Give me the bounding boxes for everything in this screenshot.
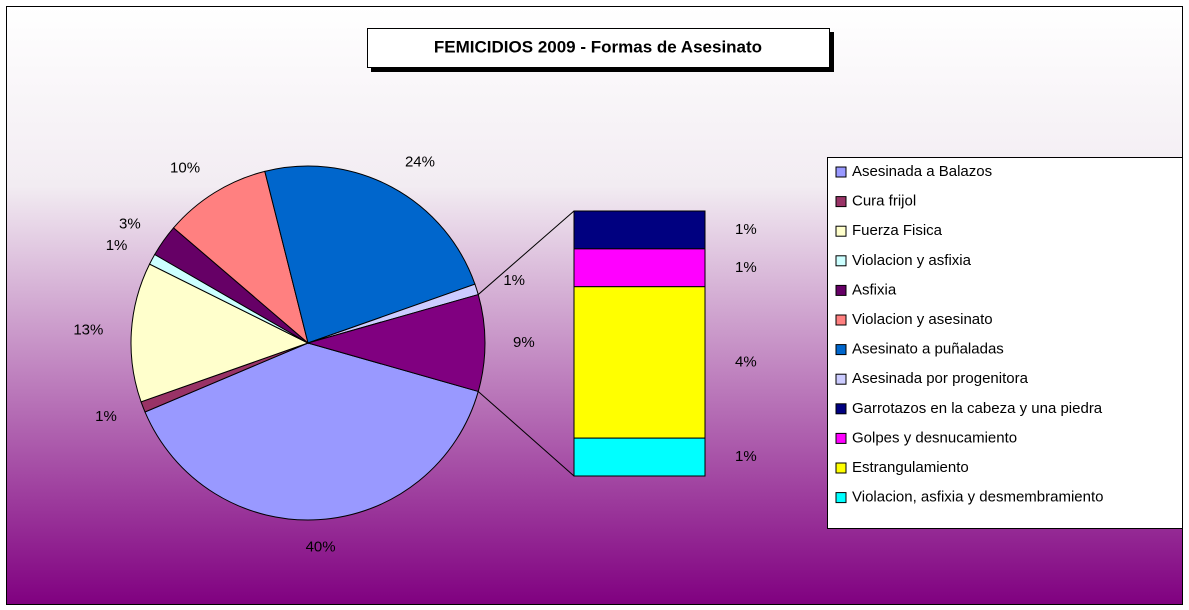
legend-box bbox=[827, 157, 1183, 529]
legend-label: Estrangulamiento bbox=[852, 459, 969, 476]
chart-title: FEMICIDIOS 2009 - Formas de Asesinato bbox=[434, 37, 762, 56]
legend-label: Garrotazos en la cabeza y una piedra bbox=[852, 400, 1103, 417]
data-label: 1% bbox=[735, 221, 757, 238]
legend-swatch bbox=[835, 492, 847, 504]
pie-slice bbox=[172, 170, 309, 345]
bar-segment bbox=[573, 286, 706, 439]
legend-swatch bbox=[835, 196, 847, 208]
connector-line bbox=[477, 210, 575, 295]
legend-swatch bbox=[835, 344, 847, 356]
data-label: 1% bbox=[95, 408, 117, 425]
pie-slice bbox=[130, 263, 310, 403]
data-label: 10% bbox=[170, 160, 200, 177]
data-label: 13% bbox=[73, 321, 103, 338]
data-label: 9% bbox=[513, 334, 535, 351]
legend-label: Asesinato a puñaladas bbox=[852, 341, 1004, 358]
pie-slice bbox=[306, 293, 486, 393]
data-label: 40% bbox=[306, 539, 336, 556]
legend-label: Asesinada a Balazos bbox=[852, 163, 992, 180]
bar-segment bbox=[573, 437, 706, 477]
legend-label: Violacion y asfixia bbox=[852, 252, 972, 269]
legend-swatch bbox=[835, 462, 847, 474]
pie-slice bbox=[264, 165, 476, 344]
bar-segment bbox=[573, 210, 706, 250]
connector-line bbox=[477, 391, 575, 477]
legend-label: Asesinada por progenitora bbox=[852, 370, 1029, 387]
title-box bbox=[367, 28, 830, 68]
data-label: 24% bbox=[405, 153, 435, 170]
bar-segment bbox=[573, 248, 706, 288]
legend-label: Violacion, asfixia y desmembramiento bbox=[852, 489, 1104, 506]
legend-label: Golpes y desnucamiento bbox=[852, 429, 1017, 446]
data-label: 1% bbox=[106, 237, 128, 254]
legend-label: Violacion y asesinato bbox=[852, 311, 993, 328]
legend-swatch bbox=[835, 166, 847, 178]
data-label: 1% bbox=[735, 448, 757, 465]
data-label: 1% bbox=[735, 259, 757, 276]
legend-swatch bbox=[835, 403, 847, 415]
legend-swatch bbox=[835, 373, 847, 385]
data-label: 3% bbox=[119, 216, 141, 233]
legend-label: Fuerza Fisica bbox=[852, 222, 943, 239]
legend-swatch bbox=[835, 225, 847, 237]
data-label: 1% bbox=[503, 272, 525, 289]
legend-swatch bbox=[835, 255, 847, 267]
legend-label: Asfixia bbox=[852, 281, 897, 298]
legend-swatch bbox=[835, 432, 847, 444]
data-label: 4% bbox=[735, 353, 757, 370]
legend-swatch bbox=[835, 314, 847, 326]
pie-slice bbox=[144, 342, 479, 521]
legend-label: Cura frijol bbox=[852, 193, 916, 210]
legend-swatch bbox=[835, 284, 847, 296]
